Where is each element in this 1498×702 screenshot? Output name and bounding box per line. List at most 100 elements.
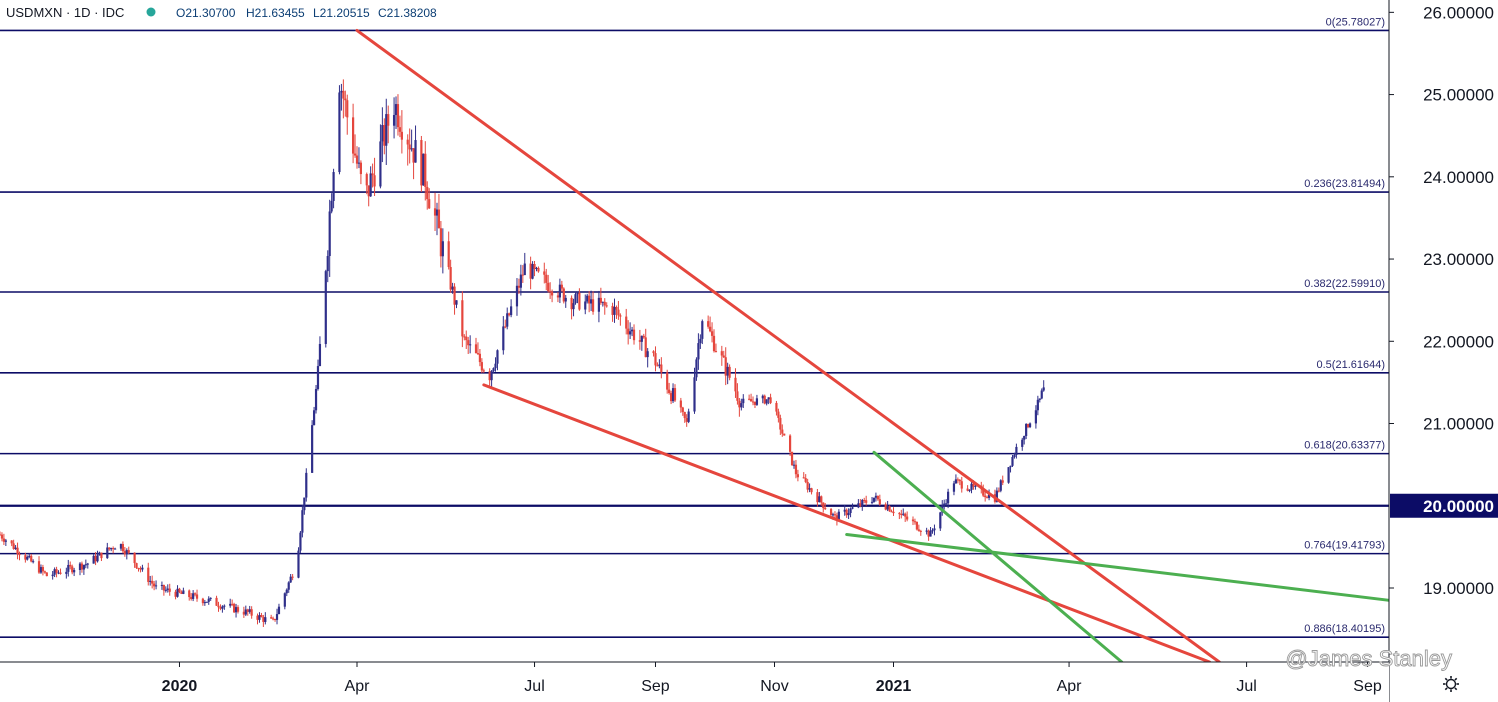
- candle-body: [365, 174, 368, 186]
- candle-body: [668, 389, 671, 394]
- candle-body: [248, 609, 251, 612]
- candle-body: [400, 131, 403, 140]
- candle-body: [865, 500, 868, 503]
- candle-body: [71, 566, 74, 573]
- candle-body: [611, 305, 614, 315]
- candle-body: [392, 115, 396, 126]
- candle-body: [870, 501, 874, 503]
- candle-body: [355, 155, 359, 164]
- candle-body: [289, 576, 292, 583]
- candle-body: [192, 593, 195, 599]
- candle-body: [394, 104, 398, 116]
- price-axis[interactable]: [1389, 0, 1498, 702]
- candle-body: [810, 488, 813, 493]
- candle-body: [564, 297, 567, 302]
- candle-body: [153, 583, 156, 587]
- candle-body: [332, 172, 335, 201]
- fibonacci-levels: 0(25.78027) 0.236(23.81494) 0.382(22.59910…: [0, 16, 1389, 638]
- candle-body: [806, 481, 809, 490]
- candle-body: [18, 554, 21, 556]
- fib-label: 0(25.78027): [1326, 16, 1385, 28]
- candle-body: [767, 397, 770, 400]
- candle-body: [45, 572, 48, 577]
- candle-body: [652, 351, 655, 354]
- candle-body: [646, 351, 649, 358]
- candle-body: [258, 615, 261, 620]
- candle-body: [915, 521, 918, 530]
- trendlines: [355, 28, 1391, 664]
- candle-body: [151, 580, 154, 584]
- candle-body: [876, 495, 879, 500]
- candle-body: [537, 267, 540, 272]
- candle-body: [28, 555, 31, 557]
- candle-body: [113, 548, 117, 550]
- ohlc-low: L21.20515: [313, 6, 370, 20]
- price-tick-label: 26.00000: [1423, 3, 1494, 22]
- candle-body: [94, 555, 97, 562]
- candle-body: [547, 282, 550, 292]
- candle-body: [119, 544, 123, 549]
- candle-body: [943, 503, 946, 506]
- candle-body: [712, 335, 716, 352]
- candle-body: [330, 200, 333, 212]
- candle-body: [428, 199, 431, 209]
- candle-body: [886, 506, 889, 510]
- candle-body: [796, 474, 799, 478]
- candle-body: [599, 297, 602, 303]
- candle-body: [549, 291, 552, 293]
- candle-body: [911, 519, 915, 522]
- candle-body: [272, 618, 275, 620]
- candle-body: [215, 597, 218, 606]
- candle-body: [217, 605, 220, 608]
- candle-body: [679, 400, 682, 408]
- candle-body: [601, 301, 604, 303]
- candle-body: [92, 555, 95, 564]
- symbol-legend[interactable]: USDMXN · 1D · IDC O21.30700 H21.63455 L2…: [6, 5, 437, 20]
- candle-body: [987, 494, 991, 498]
- candle-body: [32, 561, 35, 563]
- candle-body: [1023, 435, 1026, 440]
- highlight-price-badge: [1390, 493, 1498, 518]
- candle-body: [523, 263, 526, 276]
- candle-body: [919, 530, 922, 532]
- candle-body: [264, 617, 267, 622]
- candle-body: [506, 313, 509, 327]
- time-axis[interactable]: [0, 662, 1389, 702]
- candle-body: [37, 561, 41, 573]
- candle-body: [597, 297, 601, 312]
- candle-body: [437, 209, 441, 229]
- candle-body: [96, 555, 99, 562]
- candle-body: [843, 509, 846, 512]
- candle-body: [669, 393, 673, 402]
- candle-body: [209, 597, 212, 599]
- candle-body: [433, 208, 437, 216]
- date-tick-label: Sep: [641, 678, 670, 695]
- candle-body: [638, 340, 641, 342]
- candle-body: [872, 497, 876, 502]
- candle-body: [312, 410, 316, 426]
- candle-body: [859, 503, 862, 506]
- price-tick-label: 19.00000: [1423, 579, 1494, 598]
- candle-body: [16, 547, 19, 555]
- candle-body: [14, 547, 17, 549]
- gear-icon[interactable]: [1443, 676, 1459, 692]
- price-tick-label: 21.00000: [1423, 415, 1494, 434]
- candle-body: [761, 395, 764, 399]
- candle-body: [617, 309, 620, 316]
- candle-body: [740, 403, 743, 408]
- candle-body: [149, 580, 152, 582]
- candle-body: [603, 301, 606, 306]
- candle-body: [890, 511, 893, 513]
- candle-body: [831, 514, 835, 516]
- candle-body: [1026, 423, 1030, 428]
- candle-body: [974, 485, 977, 487]
- candle-body: [972, 483, 975, 487]
- candle-body: [154, 585, 158, 587]
- fib-label: 0.886(18.40195): [1304, 623, 1385, 635]
- candle-body: [406, 139, 409, 145]
- candle-body: [0, 534, 2, 536]
- candle-body: [435, 209, 439, 216]
